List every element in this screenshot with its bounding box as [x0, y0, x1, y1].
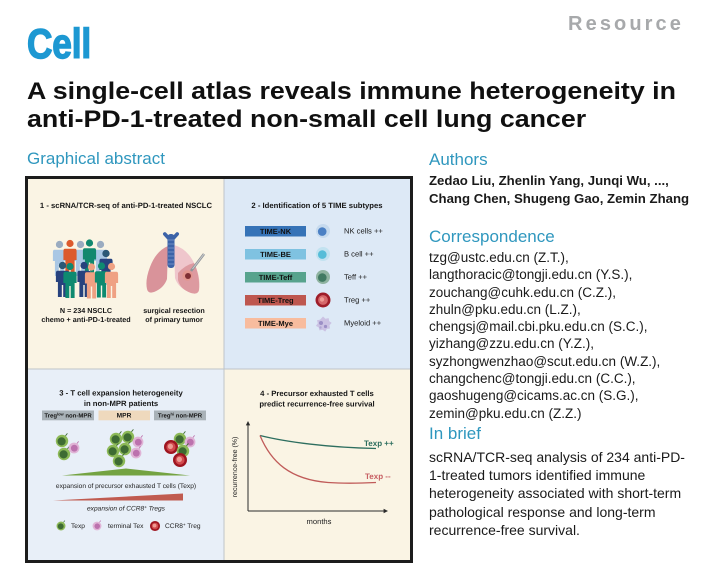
- svg-text:4 - Precursor exhausted T cell: 4 - Precursor exhausted T cells: [260, 389, 374, 398]
- svg-text:TIME-NK: TIME-NK: [260, 227, 292, 236]
- svg-text:expansion of CCR8+ Tregs: expansion of CCR8+ Tregs: [87, 505, 166, 513]
- svg-text:Treghi non-MPR: Treghi non-MPR: [158, 412, 203, 420]
- svg-text:Myeloid ++: Myeloid ++: [344, 319, 382, 328]
- svg-text:3 - T cell expansion heterogen: 3 - T cell expansion heterogeneity: [59, 389, 183, 398]
- svg-text:B cell ++: B cell ++: [344, 250, 374, 259]
- svg-text:Texp ++: Texp ++: [364, 439, 394, 448]
- svg-text:surgical resection: surgical resection: [143, 306, 205, 315]
- svg-text:Teff ++: Teff ++: [344, 273, 368, 282]
- svg-text:expansion of precursor exhaust: expansion of precursor exhausted T cells…: [56, 483, 196, 490]
- svg-text:Texp: Texp: [71, 523, 85, 530]
- svg-text:1 - scRNA/TCR-seq of anti-PD-1: 1 - scRNA/TCR-seq of anti-PD-1-treated N…: [40, 201, 213, 210]
- svg-text:predict recurrence-free surviv: predict recurrence-free survival: [259, 400, 374, 409]
- svg-text:Treg ++: Treg ++: [344, 296, 371, 305]
- svg-text:Treglow non-MPR: Treglow non-MPR: [44, 412, 92, 420]
- svg-text:in non-MPR patients: in non-MPR patients: [84, 399, 158, 408]
- svg-text:months: months: [307, 517, 332, 526]
- svg-text:NK cells ++: NK cells ++: [344, 227, 383, 236]
- svg-text:of primary tumor: of primary tumor: [145, 315, 203, 324]
- svg-text:Texp --: Texp --: [365, 472, 391, 481]
- svg-text:TIME-Treg: TIME-Treg: [257, 296, 294, 305]
- svg-text:MPR: MPR: [117, 413, 132, 420]
- svg-text:chemo + anti-PD-1-treated: chemo + anti-PD-1-treated: [41, 315, 130, 324]
- svg-text:2 - Identification of 5 TIME s: 2 - Identification of 5 TIME subtypes: [251, 201, 382, 210]
- svg-text:TIME-Teff: TIME-Teff: [259, 273, 293, 282]
- svg-text:N = 234 NSCLC: N = 234 NSCLC: [60, 306, 112, 315]
- svg-text:CCR8+ Treg: CCR8+ Treg: [165, 522, 201, 530]
- svg-text:terminal Tex: terminal Tex: [108, 523, 144, 530]
- svg-text:recurrence-free (%): recurrence-free (%): [231, 437, 239, 498]
- svg-text:TIME-BE: TIME-BE: [260, 250, 291, 259]
- svg-text:TIME-Mye: TIME-Mye: [258, 319, 293, 328]
